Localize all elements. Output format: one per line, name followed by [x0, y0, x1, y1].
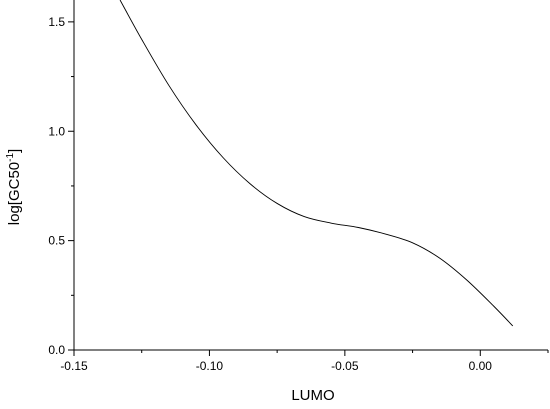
- y-tick-label: 0.0: [48, 343, 65, 357]
- y-tick-label: 1.5: [48, 15, 65, 29]
- y-axis-label-main: log[GC50: [6, 162, 23, 225]
- x-tick-label: -0.05: [331, 359, 359, 373]
- x-tick-label: 0.00: [469, 359, 493, 373]
- y-axis-label-superscript: -1: [5, 153, 16, 162]
- x-tick-label: -0.10: [196, 359, 224, 373]
- y-axis-label: log[GC50-1]: [5, 149, 23, 225]
- y-axis-label-close: ]: [6, 149, 23, 153]
- x-axis-label: LUMO: [291, 387, 334, 404]
- y-tick-label: 1.0: [48, 124, 65, 138]
- y-tick-label: 0.5: [48, 234, 65, 248]
- y-axis-ticks: 0.0 0.5 1.0 1.5: [48, 15, 74, 357]
- x-tick-label: -0.15: [60, 359, 88, 373]
- series-line: [119, 0, 514, 327]
- x-axis-ticks: -0.15 -0.10 -0.05 0.00: [60, 350, 549, 373]
